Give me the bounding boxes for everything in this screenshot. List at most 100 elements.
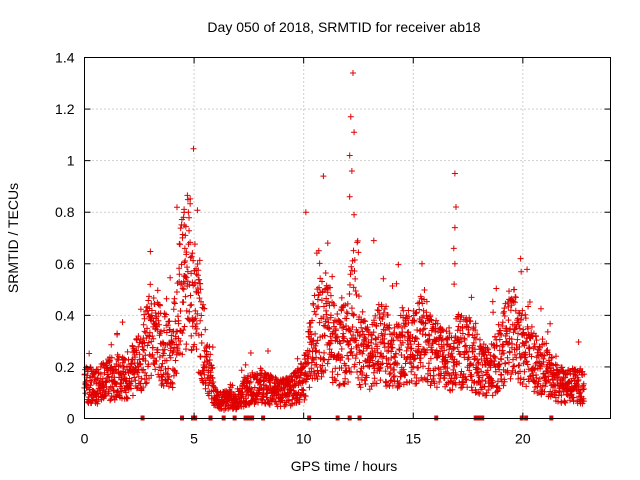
data-point bbox=[404, 344, 411, 351]
data-point bbox=[333, 334, 340, 341]
data-point bbox=[265, 347, 272, 354]
data-point bbox=[334, 310, 341, 317]
data-point bbox=[574, 378, 581, 385]
data-point bbox=[162, 311, 169, 318]
data-point bbox=[547, 388, 554, 395]
data-point bbox=[493, 342, 500, 349]
data-point bbox=[136, 351, 143, 358]
data-point bbox=[176, 241, 183, 248]
data-point bbox=[520, 329, 527, 336]
data-point bbox=[186, 214, 193, 221]
data-point bbox=[462, 376, 469, 383]
data-point bbox=[397, 373, 404, 380]
data-point bbox=[140, 366, 147, 373]
data-point bbox=[427, 316, 434, 323]
data-point bbox=[468, 384, 475, 391]
data-point bbox=[147, 248, 154, 255]
data-point bbox=[138, 367, 145, 374]
data-point bbox=[559, 377, 566, 384]
data-point bbox=[134, 384, 141, 391]
data-point bbox=[331, 302, 338, 309]
data-point bbox=[141, 376, 148, 383]
data-point bbox=[317, 275, 324, 282]
data-point bbox=[458, 338, 465, 345]
data-point bbox=[430, 372, 437, 379]
data-point bbox=[508, 371, 515, 378]
data-point bbox=[558, 392, 565, 399]
data-point bbox=[247, 378, 254, 385]
data-point bbox=[150, 335, 157, 342]
data-point bbox=[355, 293, 362, 300]
data-point bbox=[188, 270, 195, 277]
data-point bbox=[541, 352, 548, 359]
data-point bbox=[428, 344, 435, 351]
data-point bbox=[516, 325, 523, 332]
data-point bbox=[504, 369, 511, 376]
data-point bbox=[149, 344, 156, 351]
data-point bbox=[425, 360, 432, 367]
data-point bbox=[474, 366, 481, 373]
data-point bbox=[496, 385, 503, 392]
data-point bbox=[510, 329, 517, 336]
data-point bbox=[341, 335, 348, 342]
data-point bbox=[361, 317, 368, 324]
data-point bbox=[327, 340, 334, 347]
data-point bbox=[402, 315, 409, 322]
data-point bbox=[375, 334, 382, 341]
data-point bbox=[349, 69, 356, 76]
data-point bbox=[492, 354, 499, 361]
data-point bbox=[531, 388, 538, 395]
data-point bbox=[489, 298, 496, 305]
data-point bbox=[312, 330, 319, 337]
x-axis-label: GPS time / hours bbox=[291, 458, 398, 474]
data-point bbox=[160, 350, 167, 357]
data-point bbox=[156, 321, 163, 328]
data-point bbox=[181, 222, 188, 229]
data-point bbox=[507, 325, 514, 332]
y-axis-label: SRMTID / TECUs bbox=[5, 183, 21, 293]
data-point bbox=[242, 361, 249, 368]
data-point bbox=[197, 280, 204, 287]
data-point bbox=[191, 341, 198, 348]
data-point bbox=[374, 345, 381, 352]
data-point bbox=[438, 370, 445, 377]
data-point bbox=[474, 331, 481, 338]
data-point bbox=[369, 357, 376, 364]
data-point bbox=[167, 354, 174, 361]
data-point bbox=[152, 309, 159, 316]
data-point bbox=[141, 347, 148, 354]
data-point bbox=[343, 315, 350, 322]
data-point bbox=[117, 362, 124, 369]
data-point bbox=[419, 300, 426, 307]
data-point bbox=[155, 317, 162, 324]
data-point bbox=[383, 378, 390, 385]
data-point bbox=[410, 356, 417, 363]
data-point bbox=[433, 384, 440, 391]
data-point bbox=[376, 311, 383, 318]
data-point bbox=[342, 302, 349, 309]
data-point bbox=[338, 365, 345, 372]
data-point bbox=[192, 315, 199, 322]
data-point bbox=[369, 351, 376, 358]
data-point bbox=[540, 355, 547, 362]
data-point bbox=[405, 307, 412, 314]
data-point bbox=[381, 335, 388, 342]
data-point bbox=[495, 321, 502, 328]
data-point bbox=[177, 308, 184, 315]
data-point bbox=[543, 340, 550, 347]
data-point bbox=[370, 329, 377, 336]
data-point bbox=[329, 379, 336, 386]
data-point bbox=[153, 357, 160, 364]
data-point bbox=[316, 284, 323, 291]
data-point bbox=[373, 323, 380, 330]
data-point bbox=[494, 378, 501, 385]
data-point bbox=[442, 383, 449, 390]
data-point bbox=[408, 368, 415, 375]
data-point bbox=[182, 293, 189, 300]
data-point bbox=[134, 369, 141, 376]
data-point bbox=[463, 348, 470, 355]
data-point bbox=[316, 349, 323, 356]
data-point bbox=[170, 306, 177, 313]
data-point bbox=[352, 275, 359, 282]
data-point bbox=[355, 249, 362, 256]
